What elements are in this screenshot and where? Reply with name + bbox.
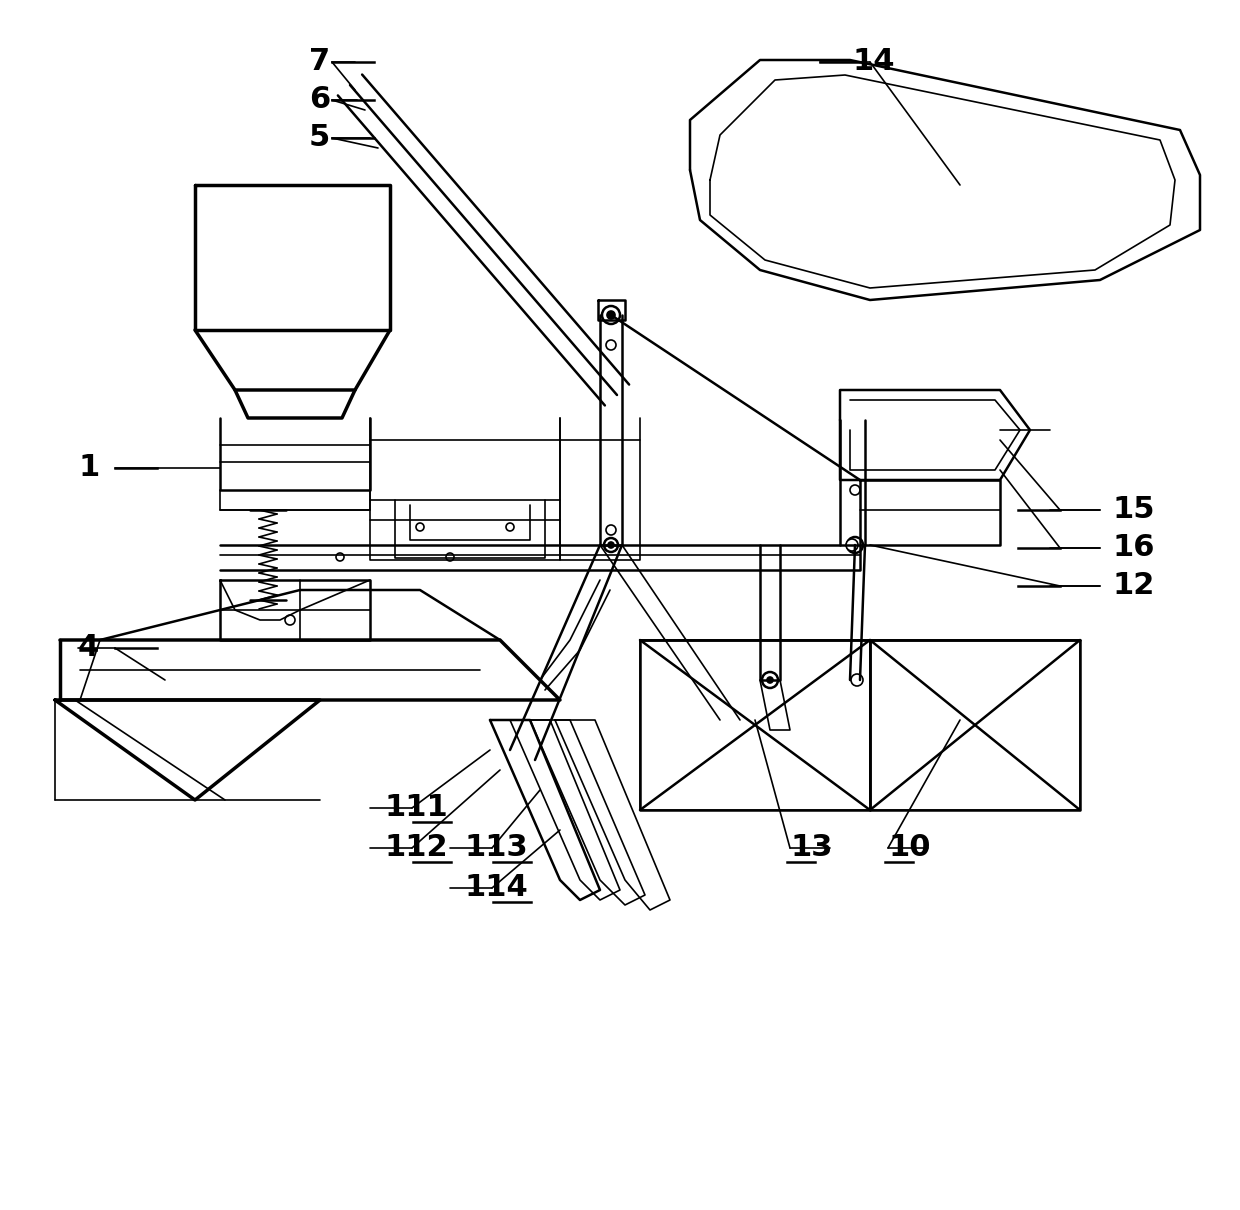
Text: 112: 112: [384, 834, 448, 863]
Text: 12: 12: [1112, 571, 1154, 600]
Circle shape: [846, 538, 858, 551]
Circle shape: [601, 306, 620, 324]
Text: 111: 111: [384, 794, 448, 823]
Circle shape: [608, 311, 615, 319]
Text: 113: 113: [464, 834, 528, 863]
Text: 16: 16: [1112, 534, 1154, 563]
Text: 4: 4: [78, 634, 99, 663]
Text: 5: 5: [309, 123, 330, 152]
Text: 114: 114: [464, 874, 528, 903]
Text: 13: 13: [790, 834, 832, 863]
Circle shape: [768, 678, 773, 682]
Text: 10: 10: [888, 834, 930, 863]
Text: 14: 14: [853, 47, 895, 76]
Circle shape: [763, 672, 777, 688]
Circle shape: [604, 538, 618, 552]
Circle shape: [608, 542, 614, 548]
Text: 6: 6: [309, 86, 330, 115]
Text: 1: 1: [78, 454, 99, 483]
Text: 7: 7: [309, 47, 330, 76]
Text: 15: 15: [1112, 496, 1154, 524]
Circle shape: [847, 537, 863, 553]
